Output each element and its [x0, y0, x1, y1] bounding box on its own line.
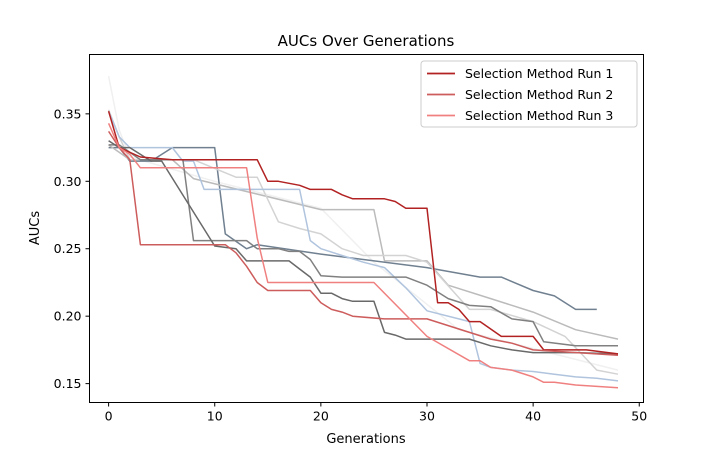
series-line-unnamed-1: [107, 75, 619, 371]
series-line-selection-method-run-1: [107, 110, 619, 355]
y-tick-label: 0.30: [54, 174, 82, 189]
x-axis: 0 10 20 30 40 50: [105, 402, 647, 424]
series-layer: [107, 75, 619, 389]
x-axis-title: Generations: [326, 432, 406, 447]
x-tick-label: 40: [525, 409, 541, 424]
y-tick-label: 0.35: [54, 106, 82, 121]
legend-items: Selection Method Run 1 Selection Method R…: [427, 66, 613, 123]
series-line-selection-method-run-2: [107, 130, 619, 357]
legend: Selection Method Run 1 Selection Method R…: [420, 60, 638, 128]
series-line-selection-method-run-3: [107, 123, 619, 389]
legend-label-selection-method-run-1: Selection Method Run 1: [465, 66, 613, 81]
legend-box: [420, 60, 638, 128]
series-line-unnamed-5: [107, 110, 619, 382]
x-tick-label: 20: [313, 409, 329, 424]
y-tick-label: 0.15: [54, 376, 82, 391]
legend-label-selection-method-run-2: Selection Method Run 2: [465, 87, 613, 102]
y-tick-label: 0.25: [54, 241, 82, 256]
series-line-unnamed-6: [108, 144, 618, 347]
y-axis-title: AUCs: [28, 211, 43, 245]
series-line-unnamed-7: [108, 140, 619, 355]
x-tick-label: 0: [105, 409, 113, 424]
plot-area-frame: [89, 54, 644, 403]
series-line-unnamed-3: [108, 144, 619, 340]
x-tick-label: 50: [631, 409, 647, 424]
x-tick-label: 10: [207, 409, 223, 424]
y-axis: 0.15 0.20 0.25 0.30 0.35: [54, 106, 90, 391]
chart-title: AUCs Over Generations: [278, 32, 455, 50]
legend-label-selection-method-run-3: Selection Method Run 3: [465, 108, 613, 123]
x-tick-label: 30: [419, 409, 435, 424]
y-tick-label: 0.20: [54, 309, 82, 324]
series-line-unnamed-2: [108, 146, 597, 311]
